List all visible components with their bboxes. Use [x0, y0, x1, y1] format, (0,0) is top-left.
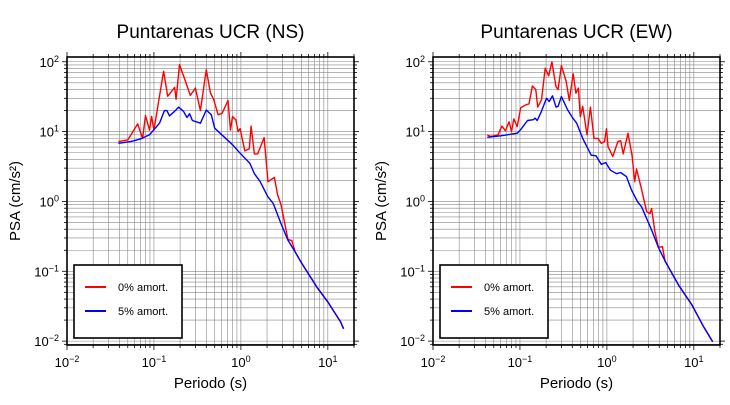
x-tick-label: 10−1 — [508, 354, 533, 370]
y-tick-base: 10 — [406, 55, 420, 70]
x-tick-base: 10 — [318, 355, 332, 370]
y-axis-label: PSA (cm/s²) — [373, 161, 390, 241]
legend-box — [439, 264, 549, 339]
x-tick-exp: 0 — [612, 354, 617, 364]
series-line-5pct — [118, 106, 345, 330]
series-line-0pct — [118, 63, 345, 330]
x-tick-exp: −1 — [156, 354, 166, 364]
y-tick-label: 102 — [406, 54, 425, 70]
y-tick-exp: −1 — [49, 263, 59, 273]
x-tick-exp: −2 — [69, 354, 79, 364]
x-tick-label: 10−2 — [421, 354, 446, 370]
legend-label: 5% amort. — [118, 306, 168, 318]
x-tick-label: 100 — [597, 354, 616, 370]
y-tick-exp: −2 — [415, 333, 425, 343]
x-tick-label: 10−2 — [55, 354, 80, 370]
x-tick-base: 10 — [597, 355, 611, 370]
x-tick-label: 101 — [318, 354, 337, 370]
y-tick-exp: 1 — [54, 124, 59, 134]
y-tick-base: 10 — [40, 55, 54, 70]
y-tick-exp: −1 — [415, 263, 425, 273]
x-tick-base: 10 — [55, 355, 69, 370]
chart-title: Puntarenas UCR (EW) — [480, 22, 672, 43]
y-tick-label: 10−1 — [34, 263, 59, 279]
y-tick-label: 101 — [406, 124, 425, 140]
legend-label: 5% amort. — [484, 306, 534, 318]
x-tick-exp: −2 — [435, 354, 445, 364]
y-tick-exp: 1 — [420, 124, 425, 134]
legend-box — [73, 264, 183, 339]
x-tick-exp: −1 — [522, 354, 532, 364]
y-tick-label: 100 — [406, 193, 425, 209]
y-tick-label: 101 — [40, 124, 59, 140]
x-tick-base: 10 — [231, 355, 245, 370]
y-tick-label: 102 — [40, 54, 59, 70]
y-tick-base: 10 — [40, 125, 54, 140]
x-axis-label: Periodo (s) — [174, 375, 247, 392]
y-tick-exp: 2 — [420, 54, 425, 64]
y-tick-base: 10 — [34, 334, 48, 349]
y-tick-exp: 0 — [420, 193, 425, 203]
legend-label: 0% amort. — [118, 282, 168, 294]
x-tick-base: 10 — [684, 355, 698, 370]
x-tick-label: 101 — [684, 354, 703, 370]
y-tick-label: 10−1 — [400, 263, 425, 279]
y-tick-label: 100 — [40, 193, 59, 209]
x-tick-exp: 0 — [246, 354, 251, 364]
chart-title: Puntarenas UCR (NS) — [117, 22, 305, 43]
y-tick-exp: −2 — [49, 333, 59, 343]
y-tick-base: 10 — [406, 125, 420, 140]
y-tick-exp: 0 — [54, 193, 59, 203]
y-tick-exp: 2 — [54, 54, 59, 64]
x-tick-base: 10 — [508, 355, 522, 370]
y-tick-base: 10 — [400, 264, 414, 279]
x-tick-exp: 1 — [699, 354, 704, 364]
x-tick-base: 10 — [142, 355, 156, 370]
y-tick-label: 10−2 — [34, 333, 59, 349]
series-line-0pct — [486, 61, 714, 343]
y-tick-base: 10 — [406, 194, 420, 209]
plot-frame — [66, 56, 355, 346]
x-tick-base: 10 — [421, 355, 435, 370]
plot-panel-0: 10−2 10−1 100 10110−210−1100101102Puntarena… — [7, 22, 359, 392]
plot-frame — [432, 56, 721, 346]
series-line-5pct — [487, 95, 714, 343]
plot-panel-1: 10−2 10−1 100 10110−210−1100101102Puntarena… — [373, 22, 725, 392]
legend-label: 0% amort. — [484, 282, 534, 294]
y-tick-base: 10 — [40, 194, 54, 209]
x-tick-label: 100 — [231, 354, 250, 370]
x-tick-label: 10−1 — [142, 354, 167, 370]
y-tick-base: 10 — [400, 334, 414, 349]
x-tick-exp: 1 — [333, 354, 338, 364]
y-axis-label: PSA (cm/s²) — [7, 161, 24, 241]
y-tick-base: 10 — [34, 264, 48, 279]
x-axis-label: Periodo (s) — [540, 375, 613, 392]
y-tick-label: 10−2 — [400, 333, 425, 349]
